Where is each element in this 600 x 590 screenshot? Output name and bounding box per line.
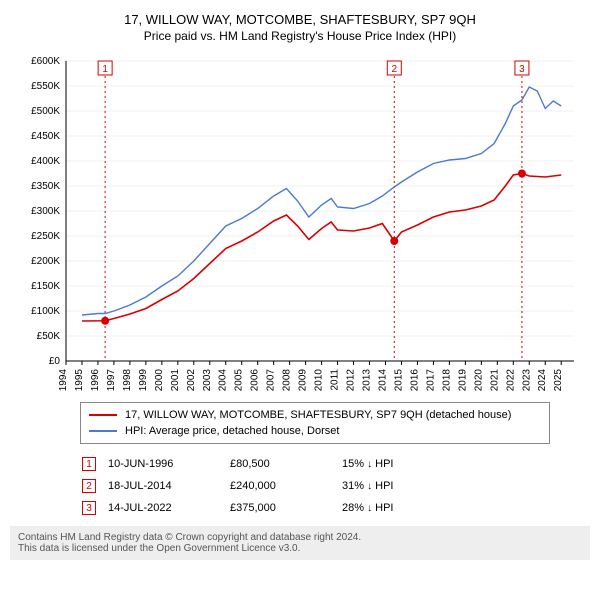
y-tick-label: £50K — [37, 331, 61, 342]
x-tick-label: 1994 — [58, 369, 69, 391]
x-tick-label: 2022 — [505, 369, 516, 391]
chart-marker-dot — [390, 237, 398, 245]
tx-pct: 15% ↓ HPI — [342, 454, 403, 474]
y-tick-label: £100K — [31, 306, 60, 317]
chart-marker-dot — [518, 170, 526, 178]
x-tick-label: 1996 — [90, 369, 101, 391]
x-tick-label: 2005 — [234, 369, 245, 391]
legend-row: 17, WILLOW WAY, MOTCOMBE, SHAFTESBURY, S… — [89, 407, 541, 423]
chart-marker-num: 2 — [392, 64, 398, 75]
chart-bg — [10, 51, 590, 391]
y-tick-label: £150K — [31, 281, 60, 292]
transaction-row: 218-JUL-2014£240,00031% ↓ HPI — [82, 476, 403, 496]
y-tick-label: £0 — [49, 356, 61, 367]
x-tick-label: 2015 — [393, 369, 404, 391]
chart-subtitle: Price paid vs. HM Land Registry's House … — [10, 29, 590, 43]
chart-marker-num: 3 — [519, 64, 525, 75]
tx-date: 14-JUL-2022 — [108, 498, 228, 518]
x-tick-label: 1998 — [122, 369, 133, 391]
x-tick-label: 2003 — [202, 369, 213, 391]
arrow-down-icon: ↓ — [367, 481, 372, 492]
arrow-down-icon: ↓ — [367, 503, 372, 514]
line-chart: £0 £50K £100K £150K £200K £250K £300K £350K £400… — [10, 51, 590, 391]
legend-label: HPI: Average price, detached house, Dors… — [125, 425, 339, 437]
x-tick-label: 2012 — [346, 369, 357, 391]
x-tick-label: 1999 — [138, 369, 149, 391]
y-tick-label: £200K — [31, 256, 60, 267]
y-tick-label: £250K — [31, 231, 60, 242]
tx-price: £375,000 — [230, 498, 340, 518]
x-tick-label: 2019 — [457, 369, 468, 391]
chart-container: £0 £50K £100K £150K £200K £250K £300K £350K £400… — [10, 51, 590, 396]
legend: 17, WILLOW WAY, MOTCOMBE, SHAFTESBURY, S… — [80, 402, 550, 444]
x-tick-label: 2011 — [330, 369, 341, 391]
x-tick-label: 2013 — [362, 369, 373, 391]
x-tick-label: 2007 — [266, 369, 277, 391]
arrow-down-icon: ↓ — [367, 459, 372, 470]
y-tick-label: £600K — [31, 56, 60, 67]
tx-marker: 3 — [82, 498, 106, 518]
footnote: Contains HM Land Registry data © Crown c… — [10, 526, 590, 560]
x-tick-label: 2009 — [298, 369, 309, 391]
x-tick-label: 2010 — [314, 369, 325, 391]
x-tick-label: 1995 — [74, 369, 85, 391]
legend-swatch — [89, 414, 117, 416]
x-tick-label: 2008 — [282, 369, 293, 391]
tx-pct: 28% ↓ HPI — [342, 498, 403, 518]
x-tick-label: 2014 — [377, 369, 388, 391]
x-tick-label: 2001 — [170, 369, 181, 391]
chart-title: 17, WILLOW WAY, MOTCOMBE, SHAFTESBURY, S… — [10, 12, 590, 27]
x-tick-label: 2025 — [553, 369, 564, 391]
footnote-line1: Contains HM Land Registry data © Crown c… — [18, 532, 582, 543]
tx-price: £80,500 — [230, 454, 340, 474]
transactions-table: 110-JUN-1996£80,50015% ↓ HPI218-JUL-2014… — [80, 452, 405, 520]
transaction-row: 314-JUL-2022£375,00028% ↓ HPI — [82, 498, 403, 518]
tx-price: £240,000 — [230, 476, 340, 496]
tx-date: 10-JUN-1996 — [108, 454, 228, 474]
x-tick-label: 2023 — [521, 369, 532, 391]
y-tick-label: £350K — [31, 181, 60, 192]
chart-marker-num: 1 — [102, 64, 108, 75]
x-tick-label: 2002 — [186, 369, 197, 391]
y-tick-label: £550K — [31, 81, 60, 92]
x-tick-label: 2000 — [154, 369, 165, 391]
x-tick-label: 2017 — [425, 369, 436, 391]
x-tick-label: 2021 — [489, 369, 500, 391]
footnote-line2: This data is licensed under the Open Gov… — [18, 543, 582, 554]
x-tick-label: 2016 — [409, 369, 420, 391]
x-tick-label: 2018 — [441, 369, 452, 391]
chart-marker-dot — [101, 317, 109, 325]
tx-marker: 2 — [82, 476, 106, 496]
tx-date: 18-JUL-2014 — [108, 476, 228, 496]
x-tick-label: 2024 — [537, 369, 548, 391]
transaction-row: 110-JUN-1996£80,50015% ↓ HPI — [82, 454, 403, 474]
y-tick-label: £400K — [31, 156, 60, 167]
x-tick-label: 2020 — [473, 369, 484, 391]
legend-swatch — [89, 430, 117, 432]
legend-row: HPI: Average price, detached house, Dors… — [89, 423, 541, 439]
x-tick-label: 1997 — [106, 369, 117, 391]
legend-label: 17, WILLOW WAY, MOTCOMBE, SHAFTESBURY, S… — [125, 409, 511, 421]
y-tick-label: £450K — [31, 131, 60, 142]
tx-pct: 31% ↓ HPI — [342, 476, 403, 496]
y-tick-label: £300K — [31, 206, 60, 217]
x-tick-label: 2004 — [218, 369, 229, 391]
x-tick-label: 2006 — [250, 369, 261, 391]
y-tick-label: £500K — [31, 106, 60, 117]
tx-marker: 1 — [82, 454, 106, 474]
